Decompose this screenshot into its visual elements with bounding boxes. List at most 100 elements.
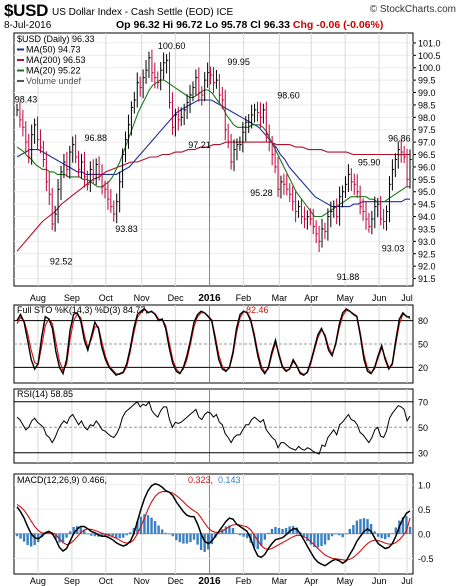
macd-histogram-bar — [288, 526, 291, 534]
macd-histogram-bar — [185, 533, 189, 544]
x-axis-label: May — [337, 293, 355, 303]
macd-histogram-bar — [114, 533, 118, 539]
x-axis-label: Jul — [401, 293, 413, 303]
macd-histogram-bar — [22, 533, 26, 542]
macd-legend-signal: 0.323, — [188, 475, 213, 485]
macd-ytick-label: 1.0 — [418, 480, 431, 490]
macd-histogram-bar — [125, 533, 128, 536]
macd-histogram-bar — [235, 533, 238, 534]
macd-histogram-bar — [277, 527, 281, 534]
macd-histogram-bar — [316, 533, 320, 548]
x-axis-label: Nov — [134, 293, 151, 303]
price-annotation: 100.60 — [158, 41, 186, 51]
macd-histogram-bar — [90, 533, 93, 536]
macd-histogram-bar — [284, 527, 288, 534]
x-axis-label: Sep — [64, 293, 80, 303]
macd-histogram-bar — [199, 533, 203, 550]
x-axis-label: Jun — [372, 293, 387, 303]
price-ytick-label: 99.0 — [418, 88, 436, 98]
macd-histogram-bar — [245, 533, 249, 539]
rsi-ytick-label: 50 — [418, 423, 428, 433]
macd-histogram-bar — [291, 525, 295, 534]
sto-ytick-label: 80 — [418, 316, 428, 326]
price-legend-item: Volume undef — [26, 76, 82, 86]
macd-histogram-bar — [33, 533, 36, 546]
sto-legend: Full STO %K(14,3) %D(3) 84.77, — [17, 305, 148, 315]
price-ytick-label: 100.5 — [418, 51, 441, 61]
price-ytick-label: 99.5 — [418, 76, 436, 86]
quote-high: Hi 96.72 — [162, 19, 203, 31]
macd-histogram-bar — [15, 533, 19, 537]
macd-histogram-bar — [221, 529, 224, 534]
x-axis-label-bottom: Feb — [236, 576, 252, 586]
x-axis-label: Apr — [304, 293, 318, 303]
rsi-legend: RSI(14) 58.85 — [17, 389, 73, 399]
price-annotation: 96.88 — [85, 133, 108, 143]
x-axis-label-bottom: Oct — [99, 576, 114, 586]
macd-histogram-bar — [79, 527, 82, 534]
macd-histogram-bar — [54, 533, 58, 539]
macd-line — [16, 482, 411, 567]
price-ytick-label: 93.5 — [418, 224, 436, 234]
macd-ytick-label: 0.0 — [418, 529, 431, 539]
x-axis-label-bottom: May — [337, 576, 355, 586]
macd-histogram-bar — [129, 532, 132, 534]
quote-date: 8-Jul-2016 — [4, 20, 52, 31]
price-ytick-label: 98.5 — [418, 100, 436, 110]
macd-histogram-bar — [263, 533, 267, 540]
x-axis-label-bottom: Aug — [30, 576, 46, 586]
macd-histogram-bar — [355, 520, 359, 534]
macd-panel — [13, 473, 414, 575]
quote-summary: Op 96.32 Hi 96.72 Lo 95.78 Cl 96.33 Chg … — [116, 19, 383, 31]
macd-histogram-bar — [196, 533, 199, 545]
macd-histogram-bar — [373, 531, 376, 534]
macd-histogram-bar — [337, 533, 341, 536]
price-legend-item: MA(200) 96.53 — [26, 55, 86, 65]
macd-histogram-bar — [327, 533, 330, 541]
macd-histogram-bar — [362, 518, 366, 534]
x-axis-label: Aug — [30, 293, 46, 303]
macd-histogram-bar — [122, 533, 125, 538]
macd-histogram-bar — [334, 533, 337, 535]
macd-histogram-bar — [160, 529, 164, 534]
macd-histogram-bar — [83, 530, 86, 534]
x-axis-label-bottom: Jul — [401, 576, 413, 586]
sto-ytick-label: 20 — [418, 363, 428, 373]
x-axis-label: Dec — [168, 293, 185, 303]
macd-histogram-bar — [132, 527, 136, 534]
macd-histogram-bar — [380, 533, 383, 539]
macd-histogram-bar — [323, 533, 327, 545]
quote-open: Op 96.32 — [116, 19, 160, 31]
ma20-line — [16, 79, 410, 218]
sto-legend-d: 82.46 — [246, 305, 269, 315]
macd-histogram-bar — [267, 532, 270, 534]
price-ytick-label: 97.5 — [418, 125, 436, 135]
price-annotation: 99.95 — [227, 57, 250, 67]
price-legend-item: MA(50) 94.73 — [26, 45, 81, 55]
macd-histogram-bar — [29, 533, 33, 547]
macd-ytick-label: 0.5 — [418, 505, 431, 515]
macd-histogram-bar — [405, 516, 408, 534]
price-annotation: 95.90 — [358, 157, 381, 167]
price-ytick-label: 94.5 — [418, 200, 436, 210]
macd-histogram-bar — [26, 533, 29, 546]
macd-histogram-bar — [391, 533, 394, 534]
macd-histogram-bar — [387, 533, 390, 538]
stochastic-panel — [13, 304, 414, 384]
price-annotation: 98.43 — [15, 95, 38, 105]
macd-histogram-bar — [203, 533, 206, 552]
macd-histogram-bar — [309, 533, 313, 545]
x-axis-label-bottom: Sep — [64, 576, 80, 586]
macd-histogram-bar — [394, 527, 398, 534]
ma50-line — [16, 99, 410, 208]
ma200-line — [16, 141, 410, 252]
macd-histogram-bar — [330, 533, 334, 537]
macd-histogram-bar — [100, 533, 104, 537]
macd-histogram-bar — [345, 533, 348, 535]
macd-histogram-bar — [369, 524, 373, 534]
macd-histogram-bar — [253, 533, 256, 548]
macd-histogram-bar — [146, 515, 150, 534]
rsi-panel — [13, 388, 414, 464]
price-ytick-label: 92.5 — [418, 249, 436, 259]
